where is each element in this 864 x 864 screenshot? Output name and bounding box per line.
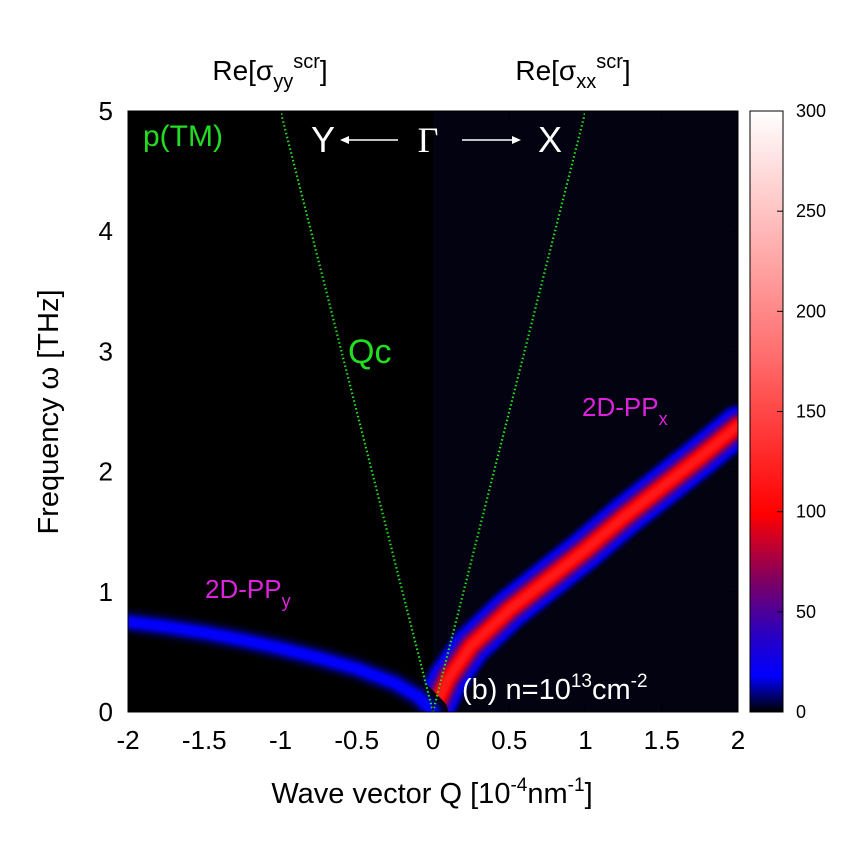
y-tick-label: 2 — [99, 457, 113, 487]
x-tick-label: 0.5 — [491, 725, 527, 755]
y-tick-label: 1 — [99, 577, 113, 607]
gamma-label: Γ — [418, 120, 439, 160]
x-axis-label: Wave vector Q [10-4nm-1] — [271, 775, 592, 810]
y-axis-label: Frequency ω [THz] — [33, 289, 65, 534]
x-tick-label: -2 — [116, 725, 139, 755]
heatmap-layer — [128, 403, 738, 712]
y-tick-label: 4 — [99, 216, 113, 246]
colorbar-tick-label: 50 — [796, 602, 816, 622]
y-tick-label: 0 — [99, 697, 113, 727]
top-label-right: Re[σxxscr] — [515, 51, 630, 93]
right-arrow — [462, 136, 521, 144]
top-label-left: Re[σyyscr] — [212, 51, 327, 93]
y-tick-label: 5 — [99, 96, 113, 126]
panel-label: (b) n=1013cm-2 — [462, 671, 648, 706]
colorbar-tick-label: 150 — [796, 402, 826, 422]
y-direction-label: Y — [311, 119, 335, 160]
colorbar-tick-label: 100 — [796, 502, 826, 522]
x-axis-ticks: -2 -1.5 -1 -0.5 0 0.5 1 1.5 2 — [116, 111, 745, 755]
x-direction-label: X — [538, 119, 562, 160]
x-tick-label: 0 — [426, 725, 440, 755]
light-lines — [279, 111, 587, 712]
light-line-right — [431, 111, 587, 712]
heatmap-band-2D-PP_y-11 — [128, 619, 436, 712]
y-axis-ticks: 0 1 2 3 4 5 — [99, 96, 738, 727]
polarization-label: p(TM) — [143, 120, 223, 153]
mode-y-label: 2D-PPy — [205, 574, 291, 611]
heatmap-band-2D-PP_x-11 — [430, 423, 738, 712]
colorbar-tick-label: 200 — [796, 301, 826, 321]
light-line-label: Qc — [348, 333, 391, 371]
mode-x-label: 2D-PPx — [582, 392, 668, 429]
light-line-left — [279, 111, 435, 712]
x-tick-label: 1.5 — [644, 725, 680, 755]
y-tick-label: 3 — [99, 336, 113, 366]
x-tick-label: -0.5 — [334, 725, 379, 755]
colorbar-tick-label: 300 — [796, 101, 826, 121]
left-arrow — [340, 136, 398, 144]
x-tick-label: -1 — [269, 725, 292, 755]
colorbar-tick-label: 0 — [796, 702, 806, 722]
x-tick-label: 1 — [578, 725, 592, 755]
colorbar-tick-label: 250 — [796, 201, 826, 221]
x-tick-label: -1.5 — [182, 725, 227, 755]
colorbar-ticks: 0 50 100 150 200 250 300 — [777, 101, 826, 722]
x-tick-label: 2 — [731, 725, 745, 755]
